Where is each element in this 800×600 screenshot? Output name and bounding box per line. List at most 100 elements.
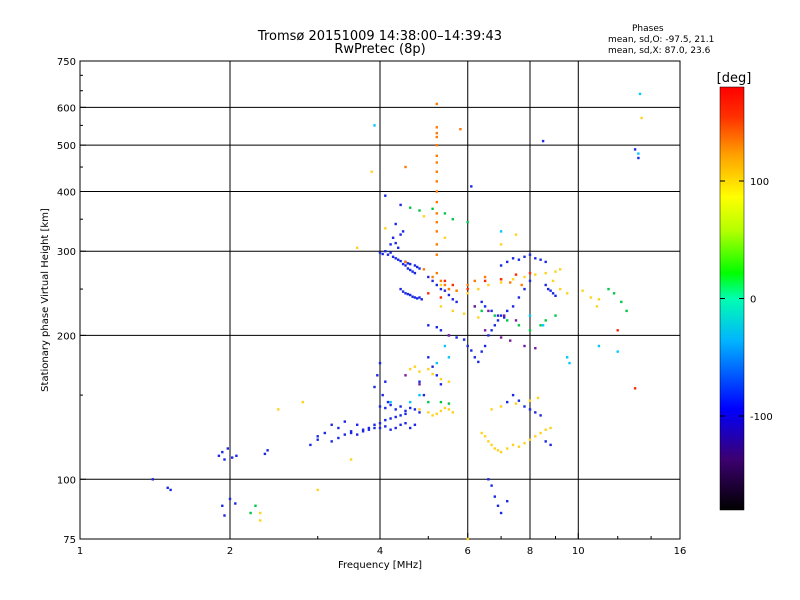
- data-point: [447, 334, 451, 337]
- data-point: [637, 152, 640, 155]
- data-point: [416, 265, 419, 269]
- data-point: [409, 293, 412, 297]
- data-point: [451, 298, 454, 301]
- data-point: [499, 264, 503, 267]
- data-point: [549, 289, 552, 292]
- data-point: [316, 435, 319, 438]
- data-point: [394, 257, 397, 260]
- y-tick-label: 100: [57, 475, 76, 486]
- data-point: [418, 383, 421, 386]
- data-point: [490, 443, 493, 447]
- data-point: [349, 431, 353, 435]
- data-point: [509, 339, 512, 342]
- data-point: [337, 426, 340, 430]
- data-point: [384, 406, 387, 410]
- data-point: [466, 344, 469, 348]
- data-point: [386, 253, 390, 256]
- y-tick-label: 500: [57, 141, 76, 152]
- data-point: [431, 372, 434, 376]
- data-point: [406, 267, 410, 270]
- data-point: [549, 443, 552, 447]
- data-point: [528, 408, 532, 411]
- data-point: [517, 258, 521, 261]
- data-point: [568, 361, 571, 365]
- data-point: [447, 356, 451, 359]
- data-point: [559, 287, 562, 291]
- data-point: [435, 374, 438, 377]
- data-point: [506, 260, 509, 264]
- data-point: [487, 440, 490, 443]
- data-point: [370, 170, 373, 173]
- data-point: [431, 207, 434, 210]
- x-tick-label: 8: [527, 546, 533, 557]
- data-point: [413, 264, 417, 267]
- data-point: [389, 243, 392, 246]
- data-point: [378, 361, 382, 365]
- data-point: [520, 283, 523, 287]
- data-point: [477, 287, 480, 291]
- data-point: [511, 305, 515, 308]
- data-point: [356, 423, 359, 426]
- data-point: [378, 422, 382, 425]
- data-point: [361, 430, 365, 433]
- data-point: [462, 338, 466, 341]
- data-point: [528, 314, 532, 317]
- data-point: [330, 440, 333, 443]
- data-point: [447, 293, 451, 297]
- data-point: [466, 287, 469, 291]
- data-point: [231, 456, 234, 459]
- data-point: [330, 423, 333, 426]
- data-point: [316, 438, 319, 441]
- data-point: [435, 135, 438, 139]
- data-point: [411, 270, 414, 273]
- data-point: [404, 412, 407, 416]
- data-point: [625, 309, 628, 313]
- data-point: [234, 502, 237, 505]
- data-point: [439, 329, 443, 332]
- data-point: [534, 435, 537, 438]
- data-point: [443, 344, 447, 348]
- data-point: [266, 449, 269, 452]
- data-point: [427, 292, 430, 295]
- data-point: [277, 408, 280, 411]
- data-point: [506, 447, 509, 450]
- data-point: [397, 258, 400, 261]
- data-point: [399, 414, 402, 417]
- data-point: [418, 408, 421, 411]
- data-point: [443, 289, 447, 292]
- data-point: [466, 221, 469, 224]
- data-point: [399, 287, 402, 291]
- data-point: [422, 215, 426, 218]
- data-point: [378, 251, 382, 254]
- data-point: [499, 243, 503, 246]
- data-points: [151, 92, 643, 541]
- data-point: [404, 165, 407, 169]
- data-point: [528, 438, 532, 441]
- data-point: [399, 203, 402, 207]
- data-point: [551, 279, 555, 283]
- data-point: [496, 314, 500, 317]
- data-point: [228, 497, 232, 501]
- data-point: [413, 271, 417, 275]
- data-point: [633, 148, 637, 151]
- data-point: [443, 283, 447, 287]
- phases-heading: Phases: [632, 24, 664, 34]
- data-point: [640, 116, 643, 120]
- data-point: [477, 360, 480, 364]
- data-point: [409, 406, 412, 410]
- data-point: [431, 275, 434, 279]
- data-point: [566, 356, 569, 359]
- data-point: [418, 296, 421, 299]
- data-point: [496, 319, 500, 322]
- data-point: [541, 139, 545, 143]
- y-tick-label: 750: [57, 57, 76, 68]
- data-point: [384, 250, 387, 253]
- data-point: [487, 334, 490, 337]
- data-point: [455, 336, 458, 339]
- data-point: [343, 433, 346, 436]
- data-point: [451, 309, 454, 313]
- data-point: [581, 289, 584, 292]
- data-point: [503, 316, 506, 319]
- data-point: [595, 305, 599, 308]
- data-point: [406, 262, 410, 265]
